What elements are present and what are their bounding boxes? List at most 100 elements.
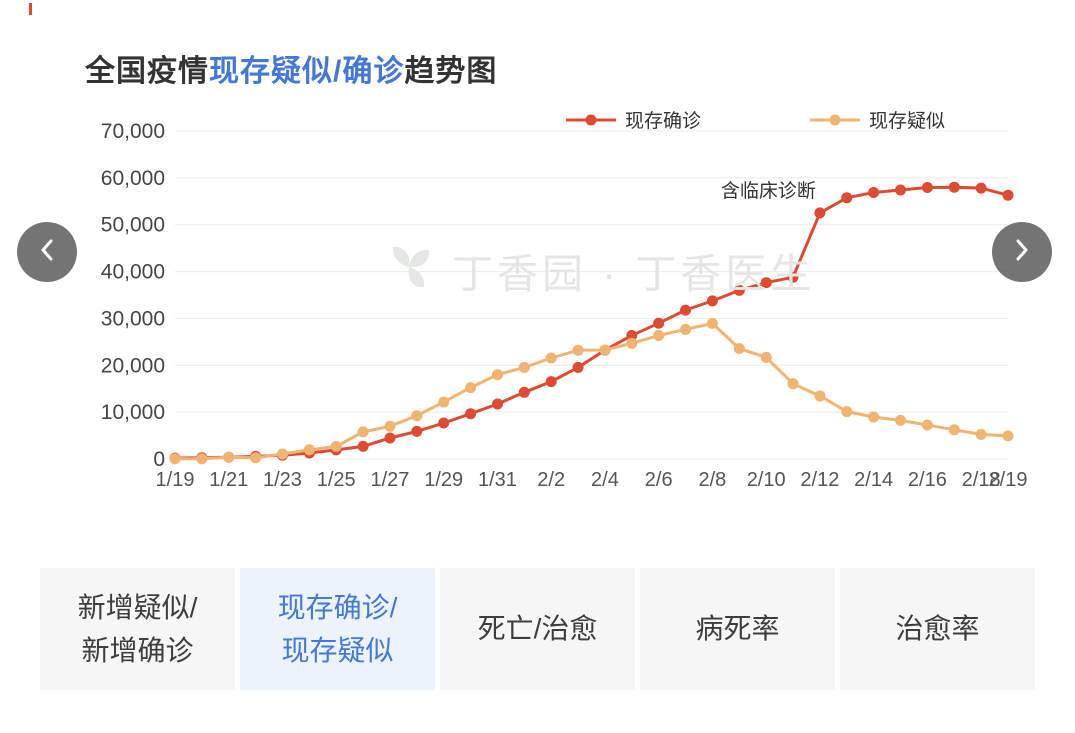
tab-label-line: 新增疑似/ xyxy=(77,591,198,623)
y-axis-tick-label: 70,000 xyxy=(101,120,165,143)
x-axis-tick-label: 2/12 xyxy=(800,469,839,491)
legend-item[interactable]: 现存确诊 xyxy=(565,106,701,133)
data-point xyxy=(921,419,933,431)
trend-chart: 0 10,000 20,000 30,000 40,000 50,000 60,000 70,… xyxy=(101,120,1028,491)
data-point xyxy=(680,304,691,316)
data-point xyxy=(411,410,423,422)
data-point xyxy=(841,406,853,418)
x-axis-tick-label: 1/25 xyxy=(317,469,356,491)
legend-label: 现存疑似 xyxy=(869,111,946,132)
x-axis-tick-label: 1/23 xyxy=(263,469,302,491)
series-line xyxy=(174,321,1009,461)
x-axis-tick-label: 2/8 xyxy=(699,469,727,491)
data-point xyxy=(223,451,235,463)
data-point xyxy=(545,352,557,364)
tab-item[interactable]: 治愈率 xyxy=(840,568,1035,690)
data-point xyxy=(975,428,987,440)
tab-label-line: 病死率 xyxy=(695,613,780,645)
data-point xyxy=(895,414,906,426)
tab-bar: 新增疑似/新增确诊 现存确诊/现存疑似 死亡/治愈 病死率 治愈率 xyxy=(40,568,1035,690)
tab-item[interactable]: 死亡/治愈 xyxy=(440,568,635,690)
data-point xyxy=(975,182,987,194)
chart-card: 全国疫情现存疑似/确诊趋势图 现存确诊 现存疑似 丁香园 · 丁香医生 0 10,0… xyxy=(40,20,1035,540)
data-point xyxy=(733,343,745,354)
data-point xyxy=(1002,189,1014,201)
y-axis-tick-label: 60,000 xyxy=(101,167,165,190)
data-point xyxy=(921,182,933,193)
data-point xyxy=(196,453,208,465)
y-axis-tick-label: 50,000 xyxy=(101,214,165,237)
data-point xyxy=(895,184,906,196)
x-axis-tick-label: 1/29 xyxy=(424,469,463,491)
data-point xyxy=(303,444,315,456)
data-point xyxy=(465,382,477,394)
x-axis-tick-label: 2/14 xyxy=(854,469,893,491)
next-arrow-button[interactable] xyxy=(992,222,1052,282)
data-point xyxy=(948,424,960,436)
data-point xyxy=(357,440,369,452)
data-point xyxy=(868,411,880,423)
y-axis-tick-label: 20,000 xyxy=(101,354,165,377)
data-point xyxy=(626,330,638,341)
data-point xyxy=(411,425,423,437)
tab-label-line: 现存疑似 xyxy=(281,635,394,666)
x-axis-tick-label: 2/18 xyxy=(962,469,1001,491)
data-point xyxy=(733,284,745,296)
data-point xyxy=(760,277,772,289)
y-axis-tick-label: 30,000 xyxy=(101,307,165,330)
data-point xyxy=(814,207,826,219)
data-point xyxy=(384,432,396,444)
red-marker xyxy=(29,3,32,15)
data-point xyxy=(706,317,718,329)
data-point xyxy=(438,417,450,429)
data-point xyxy=(572,361,584,373)
data-point xyxy=(760,351,772,363)
data-point xyxy=(706,295,718,307)
tab-item[interactable]: 新增疑似/新增确诊 xyxy=(40,568,235,690)
x-axis-tick-label: 2/6 xyxy=(645,469,673,491)
data-point xyxy=(572,344,584,356)
data-point xyxy=(599,344,611,356)
data-point xyxy=(277,448,288,460)
x-axis-tick-label: 2/4 xyxy=(591,469,619,491)
data-point xyxy=(465,408,477,420)
data-point xyxy=(250,452,262,464)
x-axis-tick-label: 1/19 xyxy=(156,469,195,491)
data-point xyxy=(330,440,342,452)
x-axis-tick-label: 2/16 xyxy=(908,469,947,491)
prev-arrow-button[interactable] xyxy=(17,222,77,282)
tab-item[interactable]: 病死率 xyxy=(640,568,835,690)
data-point xyxy=(787,271,799,283)
data-point xyxy=(492,398,503,410)
data-point xyxy=(680,323,691,335)
data-point xyxy=(438,396,450,408)
x-axis-tick-label: 2/2 xyxy=(537,469,565,491)
data-point xyxy=(653,330,665,341)
title-suffix: 趋势图 xyxy=(404,55,498,88)
x-axis-tick-label: 1/31 xyxy=(478,469,517,491)
x-axis-tick-label: 1/27 xyxy=(370,469,409,491)
legend-marker-icon xyxy=(810,114,861,125)
data-point xyxy=(357,426,369,438)
chevron-left-icon xyxy=(36,235,58,270)
x-axis-tick-label: 2/19 xyxy=(989,469,1028,491)
data-point xyxy=(653,317,665,329)
data-point xyxy=(814,390,826,402)
legend-item[interactable]: 现存疑似 xyxy=(809,106,945,133)
legend-label: 现存确诊 xyxy=(625,111,702,132)
tab-item[interactable]: 现存确诊/现存疑似 xyxy=(240,568,435,690)
chart-annotation: 含临床诊断 xyxy=(721,180,816,202)
legend-marker-icon xyxy=(566,114,616,125)
tab-label-line: 死亡/治愈 xyxy=(477,613,598,645)
data-point xyxy=(169,453,181,465)
tab-label-line: 治愈率 xyxy=(895,613,980,645)
data-point xyxy=(492,369,503,381)
tab-label-line: 现存确诊/ xyxy=(277,591,398,623)
data-point xyxy=(868,187,880,198)
data-point xyxy=(1002,430,1014,442)
title-prefix: 全国疫情 xyxy=(85,55,209,88)
x-axis-tick-label: 1/21 xyxy=(209,469,248,491)
y-axis-tick-label: 10,000 xyxy=(101,401,165,424)
chart-title: 全国疫情现存疑似/确诊趋势图 xyxy=(85,46,1035,88)
data-point xyxy=(841,192,853,204)
